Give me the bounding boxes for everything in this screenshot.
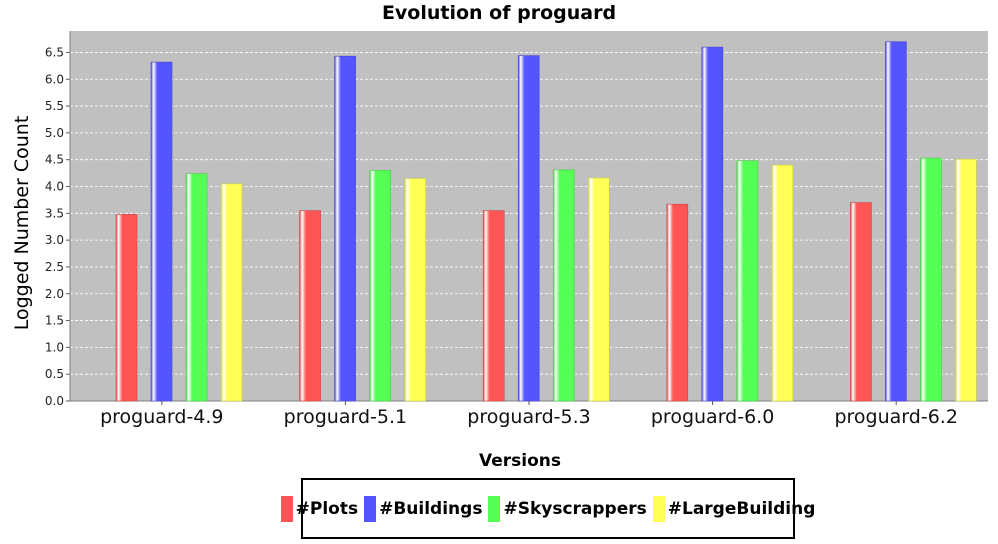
y-tick-label: 5.5: [45, 99, 64, 113]
legend-swatch-plots: [280, 495, 293, 522]
bar-largebuilding-proguard-4.9: [220, 183, 243, 402]
legend-label-largebuilding: #LargeBuilding: [667, 498, 816, 519]
bar-plots-proguard-5.3: [482, 210, 505, 402]
y-tick-label: 1.5: [45, 314, 64, 328]
legend-item-largebuilding: #LargeBuilding: [652, 495, 816, 522]
x-tick-label: proguard-6.0: [651, 406, 774, 428]
y-tick-label: 3.0: [45, 233, 64, 247]
x-tick-label: proguard-4.9: [100, 406, 223, 428]
bar-buildings-proguard-4.9: [150, 61, 173, 402]
x-tick-label: proguard-6.2: [834, 406, 957, 428]
y-tick-label: 2.5: [45, 260, 64, 274]
bar-largebuilding-proguard-5.3: [587, 177, 610, 402]
bar-plots-proguard-4.9: [115, 214, 138, 402]
bar-buildings-proguard-5.1: [334, 55, 356, 402]
legend-item-skyscrappers: #Skyscrappers: [488, 495, 647, 522]
y-tick-label: 5.0: [45, 126, 64, 140]
legend-item-plots: #Plots: [280, 495, 359, 522]
x-tick-label: proguard-5.1: [284, 406, 407, 428]
y-tick-label: 2.0: [45, 287, 64, 301]
x-tick-label: proguard-5.3: [467, 406, 590, 428]
y-tick-label: 6.5: [45, 45, 64, 59]
y-tick-label: 1.0: [45, 340, 64, 354]
legend-swatch-largebuilding: [652, 495, 665, 522]
bar-skyscrappers-proguard-4.9: [185, 173, 208, 402]
x-axis-label: Versions: [479, 451, 561, 471]
bar-buildings-proguard-6.0: [701, 46, 724, 402]
bar-skyscrappers-proguard-6.0: [736, 160, 759, 402]
legend-swatch-skyscrappers: [488, 495, 501, 522]
bar-buildings-proguard-6.2: [885, 41, 907, 402]
y-tick-label: 6.0: [45, 72, 64, 86]
bar-largebuilding-proguard-5.1: [404, 178, 426, 402]
y-tick-label: 3.5: [45, 206, 64, 220]
legend-item-buildings: #Buildings: [364, 495, 483, 522]
legend-swatch-buildings: [364, 495, 377, 522]
legend-label-plots: #Plots: [295, 498, 359, 519]
bar-buildings-proguard-5.3: [517, 55, 540, 402]
bar-largebuilding-proguard-6.0: [771, 164, 794, 402]
y-tick-label: 0.5: [45, 367, 64, 381]
y-tick-label: 0.0: [45, 394, 64, 408]
chart-title: Evolution of proguard: [381, 2, 617, 24]
legend: #Plots #Buildings #Skyscrappers #LargeBu…: [280, 478, 815, 539]
bar-plots-proguard-6.0: [666, 203, 689, 402]
bar-skyscrappers-proguard-6.2: [920, 157, 942, 402]
bar-plots-proguard-6.2: [850, 202, 872, 402]
legend-label-buildings: #Buildings: [379, 498, 483, 519]
bar-skyscrappers-proguard-5.1: [369, 170, 391, 402]
bar-largebuilding-proguard-6.2: [955, 158, 977, 402]
y-axis-label: Logged Number Count: [11, 115, 33, 331]
y-tick-label: 4.5: [45, 153, 64, 167]
legend-label-skyscrappers: #Skyscrappers: [503, 498, 647, 519]
bar-plots-proguard-5.1: [299, 210, 321, 402]
y-tick-label: 4.0: [45, 180, 64, 194]
bar-skyscrappers-proguard-5.3: [552, 169, 575, 402]
